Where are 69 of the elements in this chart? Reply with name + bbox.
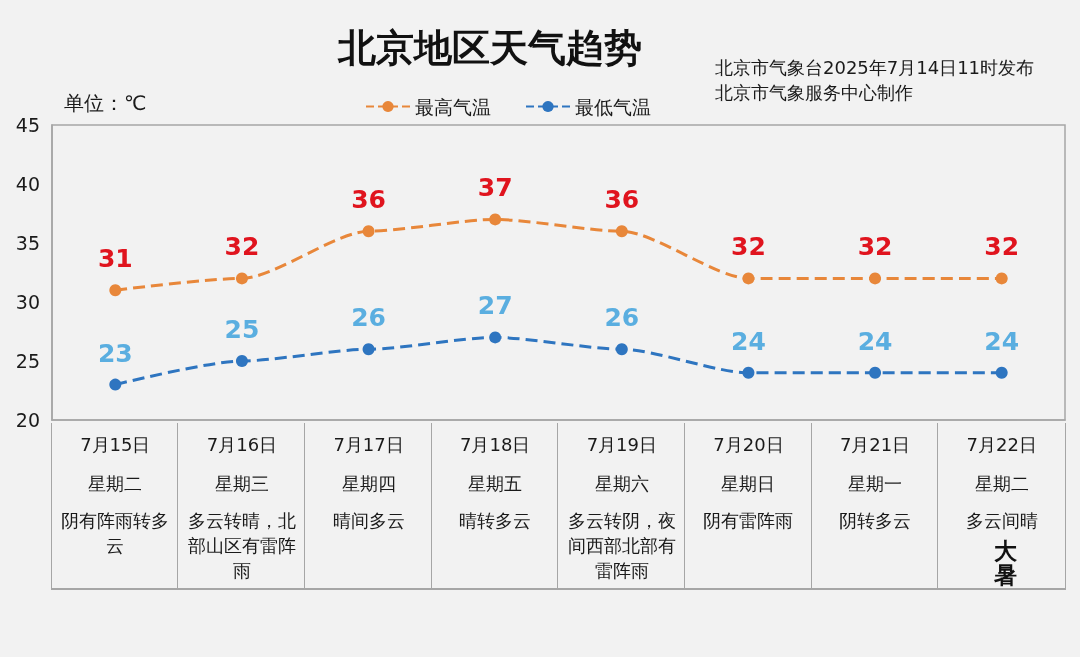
chart-title: 北京地区天气趋势 (337, 26, 642, 70)
point (742, 272, 755, 285)
legend-label: 最高气温 (415, 95, 491, 118)
data-label: 24 (984, 326, 1020, 356)
point (235, 272, 248, 285)
data-label: 32 (731, 232, 766, 262)
data-label: 32 (224, 232, 260, 262)
text: 星期二 (88, 472, 143, 494)
point (362, 343, 375, 356)
y-tick-label: 20 (15, 409, 40, 431)
point (615, 225, 628, 238)
x-tick-label: 7月16日 (206, 433, 278, 455)
legend-label: 最低气温 (575, 95, 651, 118)
text: 星期一 (848, 472, 903, 494)
data-label: 36 (604, 185, 640, 215)
point (742, 366, 755, 379)
y-tick-label: 45 (15, 114, 40, 136)
text: 多云转阴，夜间西部北部有雷阵雨 (567, 510, 676, 581)
data-label: 26 (351, 303, 386, 333)
data-label: 27 (477, 291, 513, 321)
data-label: 24 (731, 326, 766, 356)
point (362, 225, 375, 238)
data-label: 36 (351, 185, 386, 215)
text: 阴有雷阵雨 (703, 510, 794, 531)
point (489, 213, 502, 226)
point (109, 284, 122, 297)
data-label: 26 (604, 303, 640, 333)
point (109, 378, 122, 391)
point (489, 331, 502, 344)
text: 北京市气象台2025年7月14日11时发布 (715, 56, 1035, 78)
x-tick-label: 7月21日 (839, 433, 911, 455)
text: 晴间多云 (332, 510, 405, 531)
text: 大暑 (993, 536, 1019, 588)
text: 多云转晴，北部山区有雷阵雨 (187, 510, 296, 581)
text: 星期三 (214, 472, 269, 494)
x-tick-label: 7月20日 (713, 433, 784, 455)
text: 星期四 (341, 472, 396, 494)
point (235, 355, 248, 367)
text: 晴转多云 (459, 510, 532, 531)
point (869, 366, 882, 379)
y-tick-label: 40 (15, 173, 40, 195)
x-tick-label: 7月19日 (586, 433, 657, 455)
x-tick-label: 7月18日 (460, 433, 531, 455)
text: 星期六 (594, 472, 649, 494)
y-axis-title: 单位：℃ (64, 91, 147, 115)
point (995, 366, 1008, 379)
data-label: 32 (984, 232, 1020, 262)
data-label: 25 (224, 315, 260, 344)
y-tick-label: 25 (15, 350, 40, 372)
data-label: 23 (97, 338, 133, 368)
text: 星期五 (468, 472, 523, 494)
text: 北京市气象服务中心制作 (715, 81, 913, 103)
y-tick-label: 35 (15, 232, 40, 254)
data-label: 24 (857, 326, 893, 356)
point (995, 272, 1008, 285)
text: 多云间晴 (965, 510, 1038, 531)
x-tick-label: 7月17日 (333, 433, 404, 455)
point (869, 272, 882, 285)
text: 阴转多云 (839, 510, 912, 531)
point (615, 343, 628, 356)
data-label: 37 (477, 173, 513, 203)
data-label: 32 (857, 232, 893, 262)
x-tick-label: 7月22日 (966, 433, 1037, 455)
data-label: 31 (97, 244, 133, 274)
text: 星期二 (974, 472, 1029, 494)
text: 阴有阵雨转多云 (61, 510, 170, 556)
text: 星期日 (721, 472, 776, 494)
x-tick-label: 7月15日 (80, 433, 151, 455)
y-tick-label: 30 (15, 291, 40, 313)
